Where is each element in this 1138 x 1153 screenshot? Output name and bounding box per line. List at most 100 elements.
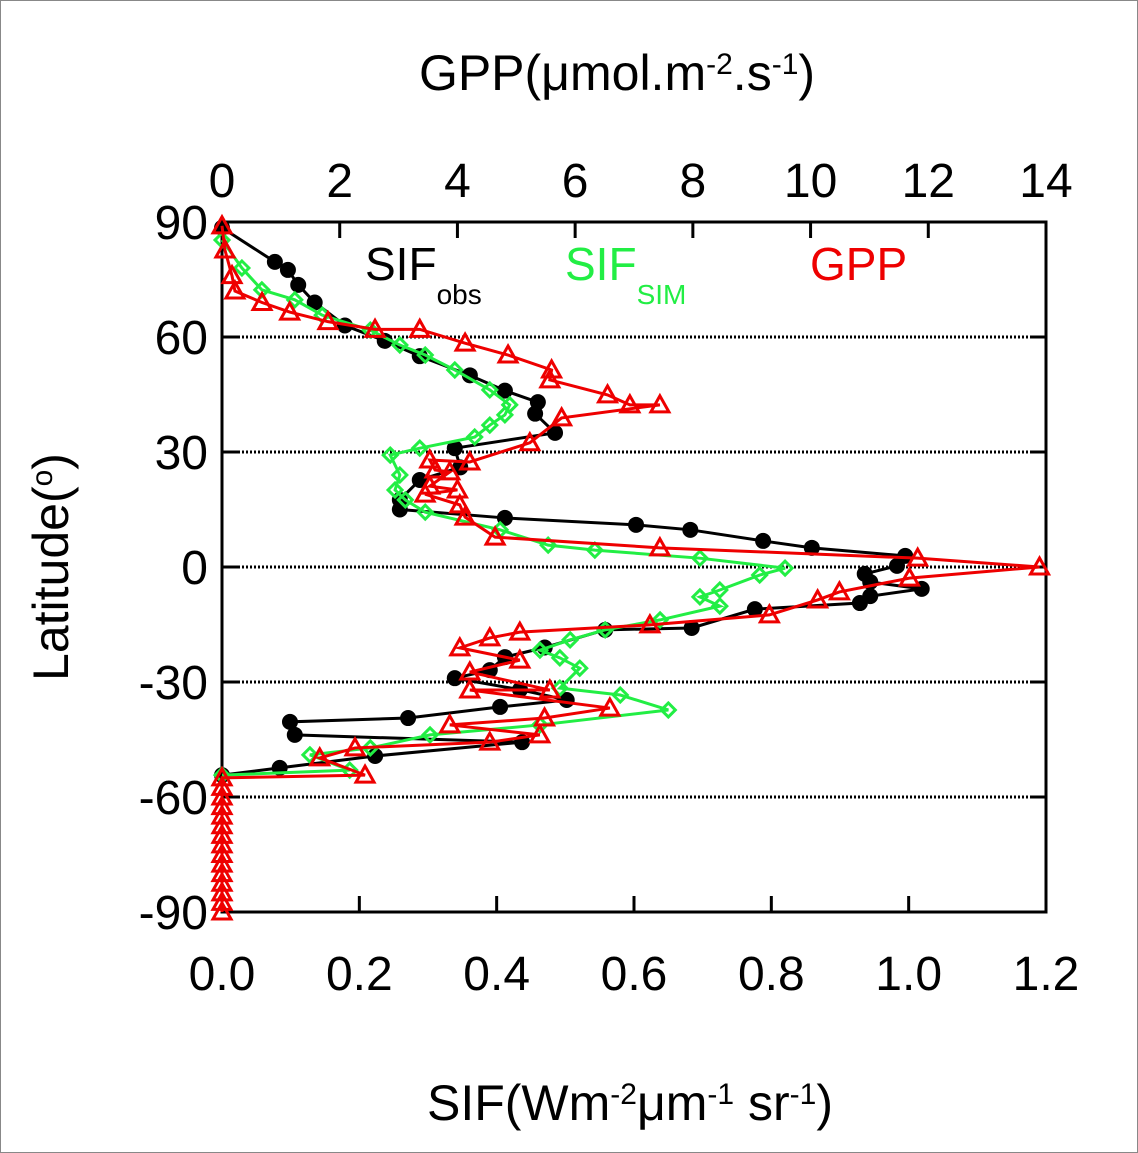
marker: [290, 276, 307, 293]
marker: [508, 648, 532, 669]
marker: [420, 725, 440, 745]
legend-name: SIF: [565, 238, 637, 290]
marker: [390, 465, 409, 485]
y-axis-title-part: o: [26, 470, 59, 487]
marker: [480, 380, 499, 400]
y-axis-title: Latitude(o): [23, 453, 79, 681]
marker: [478, 625, 502, 647]
marker: [496, 342, 520, 364]
x2-axis-title: GPP(μmol.m-2.s-1): [419, 45, 815, 101]
marker: [210, 823, 234, 844]
x-tick-label: 0.4: [463, 948, 530, 1001]
x2-tick-label: 12: [902, 155, 955, 208]
y-tick-label: -30: [139, 657, 208, 710]
x-axis-title-part: sr: [734, 1075, 790, 1131]
marker: [278, 300, 302, 321]
marker: [550, 679, 569, 698]
marker: [598, 696, 622, 717]
marker: [453, 331, 477, 352]
x-axis-title-part: ): [816, 1075, 833, 1131]
marker: [445, 477, 469, 499]
marker: [210, 804, 234, 825]
marker: [648, 392, 672, 414]
x2-tick-label: 6: [562, 155, 589, 208]
x2-tick-label: 0: [209, 155, 236, 208]
y-axis-title-part: Latitude(: [23, 486, 79, 681]
x2-axis-title-part: -2: [706, 48, 733, 81]
x2-tick-label: 14: [1019, 155, 1072, 208]
marker: [611, 685, 630, 705]
marker: [648, 535, 672, 557]
marker: [223, 278, 247, 300]
marker: [750, 565, 769, 585]
legend-label: GPP: [810, 238, 907, 290]
marker: [527, 405, 544, 422]
x-axis-title-part: SIF(Wm: [427, 1075, 610, 1131]
marker: [690, 587, 710, 607]
marker: [539, 536, 558, 555]
legend-name: SIF: [365, 238, 437, 290]
marker: [210, 213, 234, 235]
marker: [458, 677, 482, 699]
x2-tick-label: 10: [784, 155, 837, 208]
marker: [390, 335, 409, 355]
marker: [266, 253, 283, 270]
marker: [446, 670, 463, 687]
marker: [478, 730, 502, 751]
marker: [757, 602, 781, 624]
marker: [210, 842, 234, 863]
x2-axis-title-part: .s: [733, 45, 772, 101]
marker: [438, 459, 462, 481]
marker: [232, 258, 252, 278]
marker: [550, 648, 569, 667]
legend-sub: SIM: [637, 279, 687, 310]
marker: [532, 705, 557, 727]
marker: [659, 700, 678, 720]
marker: [438, 712, 462, 734]
y-tick-label: 30: [155, 427, 208, 480]
marker: [210, 784, 234, 806]
marker: [538, 677, 562, 699]
marker: [550, 405, 574, 427]
marker: [710, 596, 729, 616]
marker: [690, 549, 710, 568]
marker: [308, 745, 332, 767]
marker: [1027, 554, 1052, 576]
marker: [413, 482, 437, 503]
marker: [250, 290, 274, 311]
marker: [408, 317, 432, 338]
legend-sub: obs: [437, 279, 482, 310]
x-axis-title-part: -2: [610, 1078, 637, 1111]
marker: [411, 471, 428, 488]
marker: [210, 794, 234, 816]
marker: [381, 445, 400, 465]
marker: [803, 539, 820, 556]
marker: [400, 710, 417, 727]
marker: [210, 880, 234, 902]
marker: [906, 546, 930, 567]
marker: [570, 659, 589, 678]
marker: [638, 612, 662, 634]
marker: [423, 457, 447, 479]
x-tick-label: 1.2: [1013, 948, 1080, 1001]
x-axis-title-part: μm: [637, 1075, 707, 1131]
x2-axis-title-part: ): [798, 45, 815, 101]
marker: [220, 263, 244, 285]
marker: [396, 490, 415, 510]
marker: [391, 501, 408, 518]
marker: [210, 765, 234, 787]
legend-name: GPP: [810, 238, 907, 290]
marker: [897, 566, 922, 587]
marker: [561, 630, 580, 649]
legend-label: SIFSIM: [565, 238, 686, 310]
x2-axis-title-part: GPP(μmol.m: [419, 45, 706, 101]
marker: [492, 698, 509, 715]
marker: [458, 449, 482, 471]
marker: [585, 541, 604, 560]
marker: [446, 440, 463, 457]
marker: [538, 367, 562, 389]
marker: [281, 713, 298, 730]
x-tick-label: 0.6: [601, 948, 668, 1001]
marker: [595, 382, 620, 404]
